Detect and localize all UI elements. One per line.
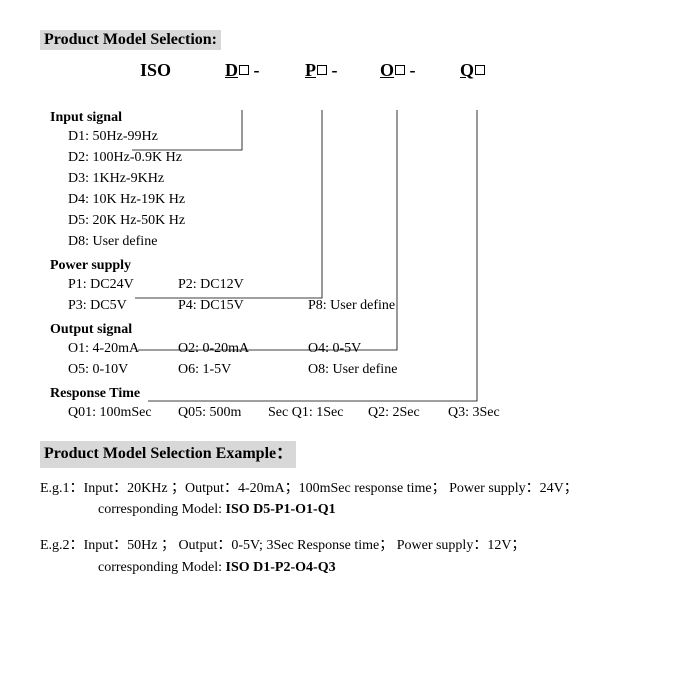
option-cell: Q3: 3Sec: [448, 402, 528, 423]
model-seg-d: D -: [225, 60, 260, 81]
option-cell: D2: 100Hz-0.9K Hz: [68, 147, 288, 168]
option-cell: P2: DC12V: [178, 274, 308, 295]
example-entry: E.g.2：Input：50Hz ； Output：0-5V; 3Sec Res…: [40, 535, 660, 578]
option-cell: D8: User define: [68, 231, 288, 252]
option-cell: O8: User define: [308, 359, 448, 380]
model-seg-o: O -: [380, 60, 416, 81]
model-seg-q: Q: [460, 60, 485, 81]
option-cell: Q2: 2Sec: [368, 402, 448, 423]
model-code-row: ISO D - P - O - Q: [140, 60, 660, 90]
group-title: Output signal: [50, 322, 660, 338]
option-cell: D3: 1KHz-9KHz: [68, 168, 288, 189]
example-entry: E.g.1：Input：20KHz ；Output：4-20mA；100mSec…: [40, 478, 660, 521]
section-title-selection: Product Model Selection:: [40, 30, 221, 50]
option-cell: D4: 10K Hz-19K Hz: [68, 189, 288, 210]
option-cell: P8: User define: [308, 295, 448, 316]
group-items: O1: 4-20mAO2: 0-20mAO4: 0-5V O5: 0-10VO6:…: [68, 338, 660, 380]
placeholder-box: [239, 65, 249, 75]
option-cell: Sec Q1: 1Sec: [268, 402, 368, 423]
section-title-example: Product Model Selection Example：: [40, 441, 296, 468]
option-cell: D1: 50Hz-99Hz: [68, 126, 288, 147]
option-cell: P4: DC15V: [178, 295, 308, 316]
option-cell: Q05: 500m: [178, 402, 268, 423]
placeholder-box: [395, 65, 405, 75]
placeholder-box: [475, 65, 485, 75]
group-title: Power supply: [50, 258, 660, 274]
option-cell: P1: DC24V: [68, 274, 178, 295]
group-title: Input signal: [50, 110, 660, 126]
group-title: Response Time: [50, 386, 660, 402]
placeholder-box: [317, 65, 327, 75]
option-cell: O6: 1-5V: [178, 359, 308, 380]
option-cell: D5: 20K Hz-50K Hz: [68, 210, 288, 231]
model-iso: ISO: [140, 60, 171, 81]
group-items: D1: 50Hz-99HzD2: 100Hz-0.9K HzD3: 1KHz-9…: [68, 126, 660, 252]
group-items: P1: DC24VP2: DC12VP3: DC5VP4: DC15VP8: U…: [68, 274, 660, 316]
group-items: Q01: 100mSecQ05: 500mSec Q1: 1SecQ2: 2Se…: [68, 402, 660, 423]
selection-diagram: Input signalD1: 50Hz-99HzD2: 100Hz-0.9K …: [40, 110, 660, 423]
option-cell: O1: 4-20mA: [68, 338, 178, 359]
option-cell: O4: 0-5V: [308, 338, 448, 359]
option-cell: Q01: 100mSec: [68, 402, 178, 423]
option-cell: P3: DC5V: [68, 295, 178, 316]
model-seg-p: P -: [305, 60, 338, 81]
option-cell: O2: 0-20mA: [178, 338, 308, 359]
option-cell: O5: 0-10V: [68, 359, 178, 380]
